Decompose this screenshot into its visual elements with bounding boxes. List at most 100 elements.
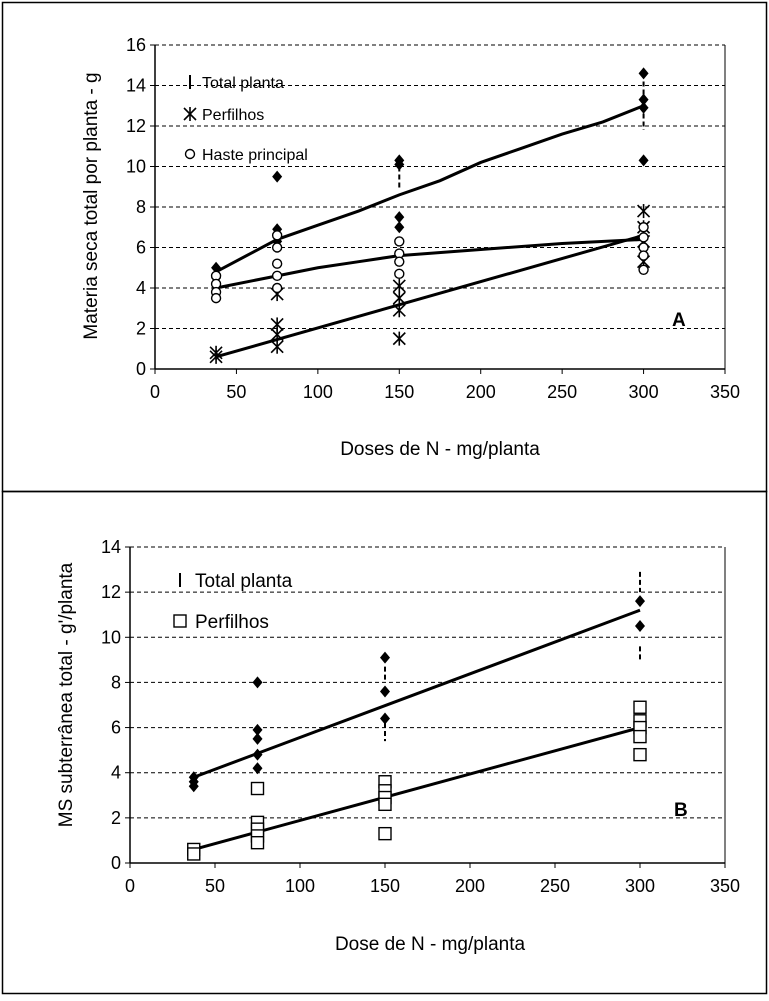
y-tick-label: 0 (111, 853, 121, 873)
point-diamond (252, 723, 263, 736)
point-diamond (638, 93, 649, 106)
legend-a-haste-label: Haste principal (202, 147, 308, 164)
x-tick-label: 250 (540, 876, 570, 896)
point-circle (638, 250, 649, 261)
point-diamond (211, 261, 222, 274)
point-square (250, 781, 265, 796)
point-circle (210, 292, 222, 304)
y-tick-label: 6 (111, 718, 121, 738)
y-tick-label: 14 (101, 537, 121, 557)
y-tick-label: 10 (126, 157, 146, 177)
x-tick-label: 0 (150, 382, 160, 402)
y-tick-label: 12 (101, 582, 121, 602)
point-circle (638, 264, 649, 275)
panel-b-label: B (674, 800, 688, 821)
point-diamond (188, 780, 199, 793)
y-tick-label: 10 (101, 627, 121, 647)
y-tick-label: 2 (136, 319, 146, 339)
point-circle (271, 270, 283, 282)
point-diamond (635, 620, 645, 632)
x-tick-label: 300 (625, 876, 655, 896)
point-diamond (394, 221, 405, 234)
y-tick-label: 2 (111, 808, 121, 828)
point-diamond (394, 211, 405, 224)
point-asterisk (637, 204, 651, 219)
x-tick-label: 200 (455, 876, 485, 896)
x-tick-label: 250 (547, 382, 577, 402)
point-square (378, 826, 392, 841)
legend-a-perfilhos-label: Perfilhos (202, 107, 264, 124)
point-circle (638, 232, 649, 243)
panel-b-legend: Total planta Perfilhos (195, 571, 293, 633)
y-tick-label: 4 (111, 763, 121, 783)
panel-b-xlabel: Dose de N - mg/planta (335, 934, 526, 955)
point-asterisk (392, 331, 406, 346)
point-diamond (638, 154, 649, 167)
x-tick-label: 150 (384, 382, 414, 402)
point-circle (638, 222, 649, 233)
point-square (250, 835, 265, 850)
panel-b-plot: 0 2 4 6 8 10 12 14 0 50 100 150 200 250 300 350 (101, 537, 740, 896)
point-asterisk (270, 339, 284, 354)
point-circle (271, 242, 283, 253)
x-tick-label: 300 (629, 382, 659, 402)
point-square (378, 797, 392, 812)
legend-symbol-1 (183, 107, 197, 121)
point-asterisk (392, 303, 406, 318)
panel-a-label: A (672, 310, 686, 331)
point-asterisk (392, 278, 406, 293)
legend-a-total-label: Total planta (202, 75, 284, 92)
panel-a-ylabel: Materia seca total por planta - g (81, 72, 102, 339)
point-circle (394, 268, 405, 280)
panel-b-ylabel: MS subterrânea total - g'/planta (56, 562, 77, 827)
panel-b: Dose de N - mg/planta MS subterrânea tot… (56, 562, 688, 955)
point-square (633, 729, 647, 744)
y-tick-label: 12 (126, 116, 146, 136)
point-circle (271, 230, 283, 241)
point-diamond (272, 170, 283, 183)
panel-b-frame (1, 490, 768, 995)
point-circle (394, 236, 405, 247)
point-asterisk (209, 349, 223, 364)
point-circle (394, 256, 405, 267)
x-tick-label: 350 (710, 876, 740, 896)
panel-a-xlabel: Doses de N - mg/planta (340, 439, 540, 460)
panel-a: Doses de N - mg/planta Materia seca tota… (81, 72, 686, 460)
y-tick-label: 8 (136, 197, 146, 217)
point-diamond (394, 158, 405, 171)
point-diamond (252, 732, 263, 745)
point-diamond (380, 712, 390, 725)
x-tick-label: 200 (466, 382, 496, 402)
fit-line-haste-principal (215, 237, 644, 290)
y-tick-label: 8 (111, 672, 121, 692)
x-tick-label: 0 (125, 876, 135, 896)
panel-a-legend: Total planta Perfilhos Haste principal (202, 75, 308, 164)
point-asterisk (270, 327, 284, 342)
x-tick-label: 100 (285, 876, 315, 896)
point-asterisk (392, 291, 406, 306)
legend-symbol-1 (173, 614, 187, 628)
y-tick-label: 14 (126, 76, 146, 96)
y-tick-label: 4 (136, 278, 146, 298)
point-diamond (252, 748, 263, 761)
point-diamond (638, 101, 649, 114)
point-square (633, 747, 647, 762)
x-tick-label: 50 (226, 382, 246, 402)
legend-b-total-label: Total planta (195, 571, 293, 592)
fit-line-total-planta (193, 608, 641, 779)
y-tick-label: 6 (136, 238, 146, 258)
point-diamond (638, 67, 649, 80)
x-tick-label: 350 (710, 382, 740, 402)
point-circle (271, 258, 283, 269)
legend-b-perfilhos-label: Perfilhos (195, 612, 269, 633)
fit-line-perfilhos (193, 726, 641, 851)
x-tick-label: 50 (205, 876, 225, 896)
panel-a-frame (1, 1, 768, 493)
legend-symbol-2 (184, 148, 196, 160)
point-diamond (635, 595, 645, 608)
point-diamond (380, 651, 390, 664)
x-tick-label: 100 (303, 382, 333, 402)
point-square (187, 847, 201, 861)
